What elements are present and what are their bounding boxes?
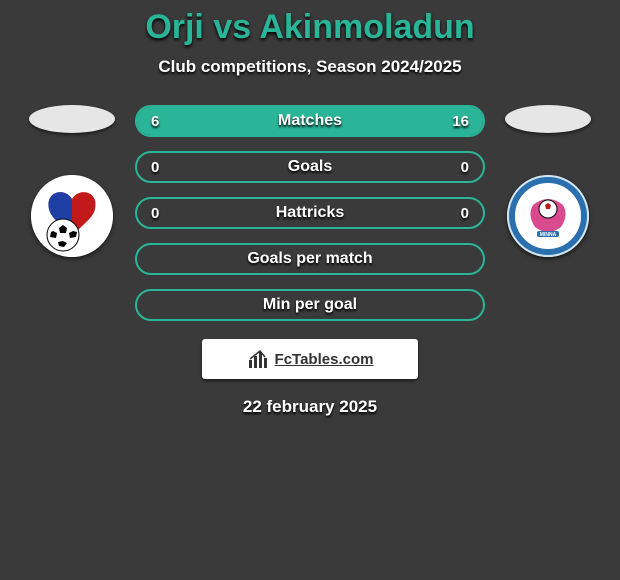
stat-row-hattricks: 0 Hattricks 0 [135,197,485,229]
stat-label: Goals per match [137,245,483,273]
stat-label: Hattricks [137,199,483,227]
stat-label: Goals [137,153,483,181]
badge-label: FcTables.com [275,351,374,368]
page-title: Orji vs Akinmoladun [0,8,620,47]
club-crest-right: MINNA [507,175,589,257]
player-silhouette-right [505,105,591,133]
fctables-link[interactable]: FcTables.com [202,339,418,379]
stat-value-right: 16 [452,107,469,135]
player-silhouette-left [29,105,115,133]
stat-label: Matches [137,107,483,135]
stat-row-matches: 6 Matches 16 [135,105,485,137]
stat-row-goals: 0 Goals 0 [135,151,485,183]
stat-value-right: 0 [461,153,469,181]
left-club-column [27,105,117,257]
comparison-card: Orji vs Akinmoladun Club competitions, S… [0,0,620,417]
heart-ball-icon [31,175,113,257]
right-club-column: MINNA [503,105,593,257]
date-label: 22 february 2025 [0,397,620,417]
svg-text:MINNA: MINNA [540,232,557,238]
tornadoes-ring-icon: MINNA [507,175,589,257]
stat-row-gpm: Goals per match [135,243,485,275]
stats-bars: 6 Matches 16 0 Goals 0 0 Hattricks 0 [135,105,485,321]
stat-row-mpg: Min per goal [135,289,485,321]
stat-label: Min per goal [137,291,483,319]
bar-chart-icon [247,348,269,370]
club-crest-left [31,175,113,257]
stat-value-right: 0 [461,199,469,227]
comparison-row: 6 Matches 16 0 Goals 0 0 Hattricks 0 [0,105,620,321]
page-subtitle: Club competitions, Season 2024/2025 [0,57,620,77]
